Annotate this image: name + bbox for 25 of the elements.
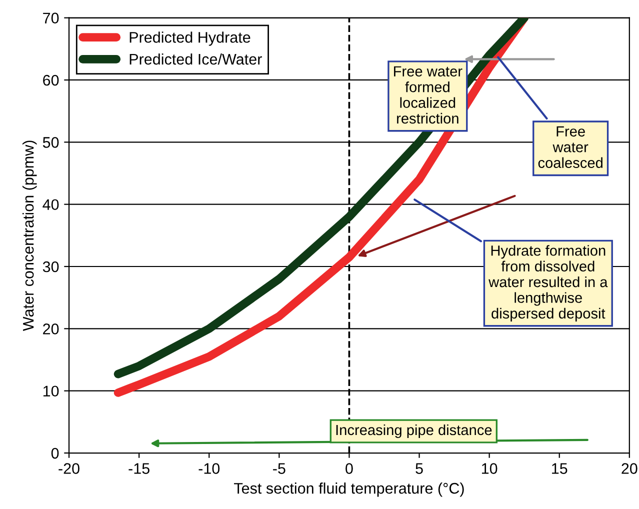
annotation: Hydrate formation from dissolved water resulted in a lengthwise dispersed deposit — [488, 245, 608, 322]
y-tick-label: 30 — [42, 261, 59, 272]
legend-label: Predicted Ice/Water — [130, 53, 262, 65]
annotation: Increasing pipe distance — [336, 424, 492, 438]
y-tick-label: 50 — [42, 137, 59, 148]
y-tick-label: 0 — [51, 448, 59, 459]
x-tick-label: 0 — [346, 463, 353, 474]
x-tick-label: 15 — [552, 463, 568, 474]
x-tick-label: -20 — [58, 463, 80, 474]
x-tick-label: 10 — [482, 463, 498, 474]
x-tick-label: 5 — [416, 463, 423, 474]
y-axis-title: Water concentration (ppmw) — [22, 140, 37, 331]
x-tick-label: -10 — [198, 463, 220, 474]
x-tick-label: -5 — [273, 463, 286, 474]
x-axis-title: Test section fluid temperature (°C) — [234, 482, 464, 497]
y-tick-label: 60 — [43, 74, 59, 86]
y-tick-label: 20 — [43, 324, 59, 334]
y-tick-label: 10 — [43, 386, 59, 397]
x-tick-label: -15 — [128, 463, 150, 474]
y-tick-label: 40 — [42, 199, 59, 210]
y-tick-label: 70 — [43, 12, 59, 24]
annotation: Free water formed localized restriction — [394, 66, 462, 124]
x-tick-label: 20 — [622, 463, 638, 474]
annotation: Free water coalesced — [538, 126, 602, 168]
legend-label: Predicted Hydrate — [130, 32, 250, 46]
